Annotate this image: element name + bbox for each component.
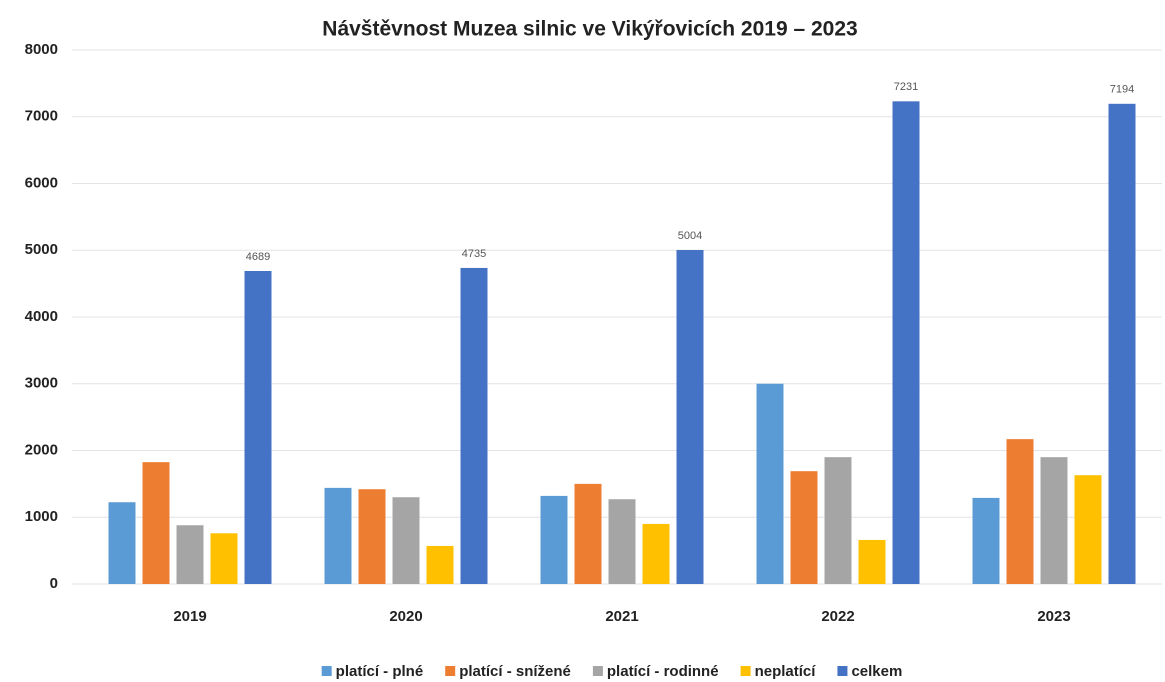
legend-swatch: [740, 666, 751, 676]
legend-swatch: [321, 666, 332, 676]
bar: [1006, 439, 1034, 584]
bar: [108, 502, 136, 584]
bar: [426, 545, 454, 584]
bar: [324, 487, 352, 584]
legend-swatch: [445, 666, 456, 676]
value-label: 5004: [678, 230, 702, 242]
y-tick-label: 3000: [25, 375, 58, 392]
y-tick-label: 7000: [25, 108, 58, 125]
x-tick-label: 2022: [821, 608, 854, 625]
y-tick-label: 2000: [25, 441, 58, 458]
legend-label: platící - snížené: [459, 663, 571, 680]
legend-label: platící - rodinné: [607, 663, 719, 680]
x-tick-label: 2020: [389, 608, 422, 625]
bar: [574, 483, 602, 584]
bar: [858, 539, 886, 584]
chart-title: Návštěvnost Muzea silnic ve Vikýřovicích…: [322, 18, 857, 41]
y-tick-label: 6000: [25, 174, 58, 191]
bar: [176, 525, 204, 584]
bar: [358, 489, 386, 584]
legend-label: neplatící: [755, 663, 817, 680]
x-tick-label: 2021: [605, 608, 638, 625]
bar: [608, 499, 636, 584]
bar: [1074, 475, 1102, 584]
bar: [210, 533, 238, 584]
bar: [824, 457, 852, 584]
bar: [1040, 457, 1068, 584]
bar: [540, 495, 568, 584]
bar: [244, 271, 272, 584]
y-tick-label: 0: [50, 575, 58, 592]
bar: [460, 267, 488, 584]
value-label: 7231: [894, 81, 918, 93]
bar: [142, 462, 170, 584]
y-tick-label: 1000: [25, 508, 58, 525]
bar: [642, 523, 670, 584]
bar: [676, 249, 704, 584]
x-tick-label: 2019: [173, 608, 206, 625]
legend-label: platící - plné: [336, 663, 424, 680]
bar: [972, 497, 1000, 584]
y-tick-label: 5000: [25, 241, 58, 258]
bar: [892, 101, 920, 584]
value-label: 7194: [1110, 84, 1134, 96]
bar: [392, 497, 420, 584]
bar: [756, 383, 784, 584]
legend-label: celkem: [851, 663, 902, 680]
legend-swatch: [592, 666, 603, 676]
y-tick-label: 4000: [25, 308, 58, 325]
value-label: 4735: [462, 248, 486, 260]
y-tick-label: 8000: [25, 41, 58, 58]
bar: [790, 471, 818, 584]
value-label: 4689: [246, 251, 270, 263]
x-tick-label: 2023: [1037, 608, 1070, 625]
bar: [1108, 103, 1136, 584]
legend-swatch: [837, 666, 848, 676]
